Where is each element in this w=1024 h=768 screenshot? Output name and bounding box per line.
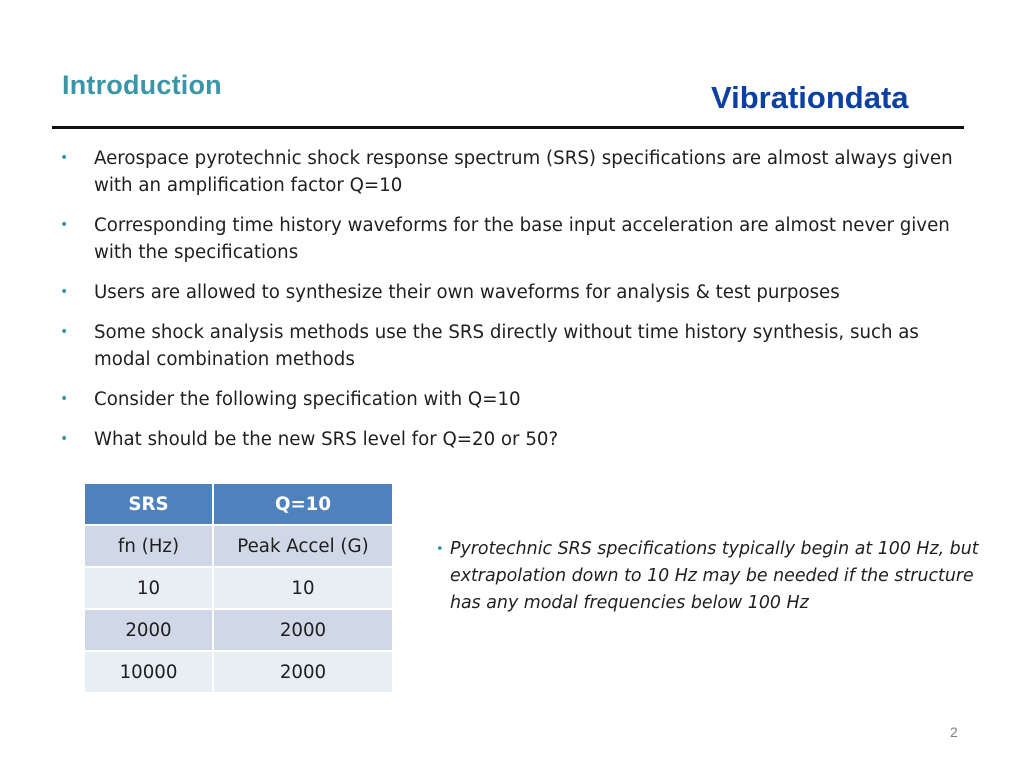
side-note: • Pyrotechnic SRS specifications typical…: [436, 536, 980, 617]
bullet-text: Corresponding time history waveforms for…: [94, 215, 950, 263]
bullet-item: • Some shock analysis methods use the SR…: [56, 319, 966, 373]
table-cell: 10000: [85, 651, 214, 694]
table-row: 2000 2000: [85, 609, 394, 652]
bullet-list: • Aerospace pyrotechnic shock response s…: [56, 145, 966, 466]
bullet-mark: •: [60, 217, 69, 233]
srs-specification-table: SRS Q=10 fn (Hz) Peak Accel (G) 10 10 20…: [85, 484, 394, 694]
bullet-text: Consider the following specification wit…: [94, 389, 521, 410]
bullet-item: • Consider the following specification w…: [56, 386, 966, 413]
bullet-mark: •: [60, 431, 69, 447]
table-row: 10000 2000: [85, 651, 394, 694]
table-header-row: SRS Q=10: [85, 484, 394, 526]
table-cell: 2000: [213, 651, 394, 694]
bullet-mark: •: [436, 542, 444, 557]
table-header-q10: Q=10: [213, 484, 394, 526]
bullet-item: • Users are allowed to synthesize their …: [56, 279, 966, 306]
bullet-text: Users are allowed to synthesize their ow…: [94, 282, 840, 303]
table-cell: 2000: [85, 609, 214, 652]
bullet-text: Aerospace pyrotechnic shock response spe…: [94, 148, 953, 196]
brand-logo-text: Vibrationdata: [711, 80, 909, 115]
page-number: 2: [950, 724, 958, 740]
title-divider: [52, 126, 964, 129]
side-note-text: Pyrotechnic SRS specifications typically…: [450, 539, 979, 613]
bullet-mark: •: [60, 284, 69, 300]
table-row: fn (Hz) Peak Accel (G): [85, 525, 394, 568]
bullet-text: Some shock analysis methods use the SRS …: [94, 322, 919, 370]
bullet-mark: •: [60, 150, 69, 166]
bullet-item: • Corresponding time history waveforms f…: [56, 212, 966, 266]
bullet-item: • Aerospace pyrotechnic shock response s…: [56, 145, 966, 199]
table-row: 10 10: [85, 567, 394, 610]
slide-title: Introduction: [62, 70, 222, 100]
table-cell: 10: [85, 567, 214, 610]
bullet-mark: •: [60, 324, 69, 340]
table-cell: 2000: [213, 609, 394, 652]
bullet-item: • What should be the new SRS level for Q…: [56, 426, 966, 453]
table-header-srs: SRS: [85, 484, 214, 526]
bullet-mark: •: [60, 391, 69, 407]
bullet-text: What should be the new SRS level for Q=2…: [94, 429, 559, 450]
table-cell: Peak Accel (G): [213, 525, 394, 568]
table-cell: 10: [213, 567, 394, 610]
table-cell: fn (Hz): [85, 525, 214, 568]
